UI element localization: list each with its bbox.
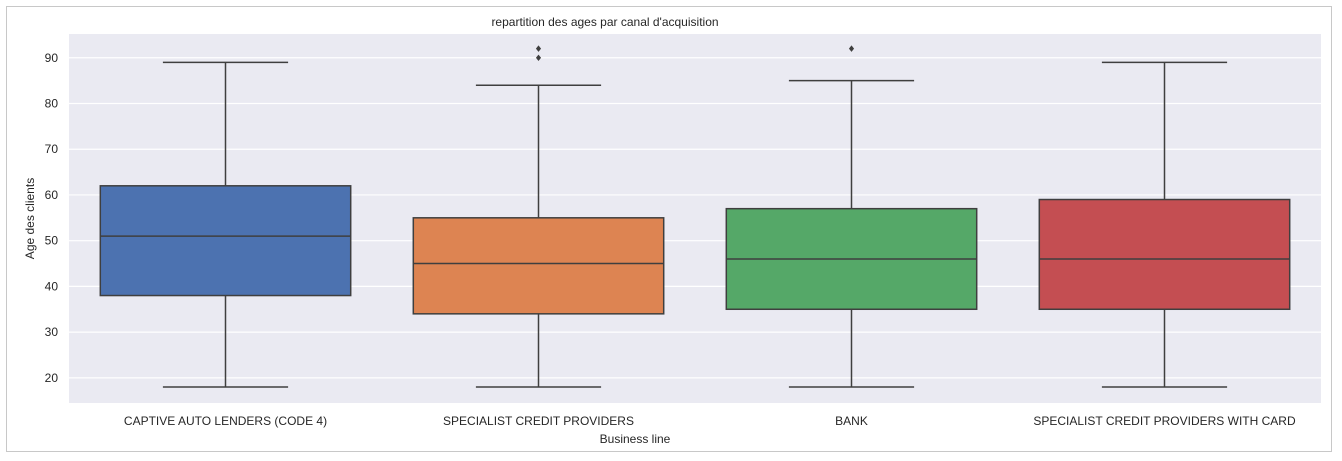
y-tick-label: 40 bbox=[45, 279, 59, 293]
chart-title: repartition des ages par canal d'acquisi… bbox=[491, 15, 718, 29]
x-tick-label: BANK bbox=[835, 414, 868, 428]
boxplot-chart: 20 30 40 50 60 70 80 90 CAPTIVE AUTO LENDERS (C… bbox=[23, 15, 1321, 446]
outlier-point bbox=[848, 45, 855, 52]
x-axis-label: Business line bbox=[600, 432, 671, 446]
box-series bbox=[99, 45, 1291, 388]
iqr-box bbox=[412, 217, 665, 315]
outlier-point bbox=[535, 45, 542, 52]
box-1 bbox=[412, 45, 665, 388]
x-tick-label: CAPTIVE AUTO LENDERS (CODE 4) bbox=[124, 414, 327, 428]
box-2 bbox=[725, 45, 978, 388]
y-tick-label: 70 bbox=[45, 142, 59, 156]
y-tick-label: 20 bbox=[45, 371, 59, 385]
y-tick-label: 60 bbox=[45, 188, 59, 202]
y-tick-labels: 20 30 40 50 60 70 80 90 bbox=[45, 51, 59, 385]
chart-frame: 20 30 40 50 60 70 80 90 CAPTIVE AUTO LENDERS (C… bbox=[6, 6, 1332, 452]
box-3 bbox=[1038, 61, 1291, 388]
outlier-point bbox=[535, 54, 542, 61]
x-tick-labels: CAPTIVE AUTO LENDERS (CODE 4) SPECIALIST … bbox=[124, 414, 1296, 428]
box-0 bbox=[99, 61, 352, 388]
y-axis-label: Age des clients bbox=[23, 178, 37, 259]
y-tick-label: 50 bbox=[45, 234, 59, 248]
y-tick-label: 80 bbox=[45, 97, 59, 111]
y-tick-label: 30 bbox=[45, 325, 59, 339]
iqr-box bbox=[99, 185, 352, 297]
iqr-box bbox=[1038, 198, 1291, 311]
y-tick-label: 90 bbox=[45, 51, 59, 65]
x-tick-label: SPECIALIST CREDIT PROVIDERS WITH CARD bbox=[1033, 414, 1296, 428]
x-tick-label: SPECIALIST CREDIT PROVIDERS bbox=[443, 414, 634, 428]
